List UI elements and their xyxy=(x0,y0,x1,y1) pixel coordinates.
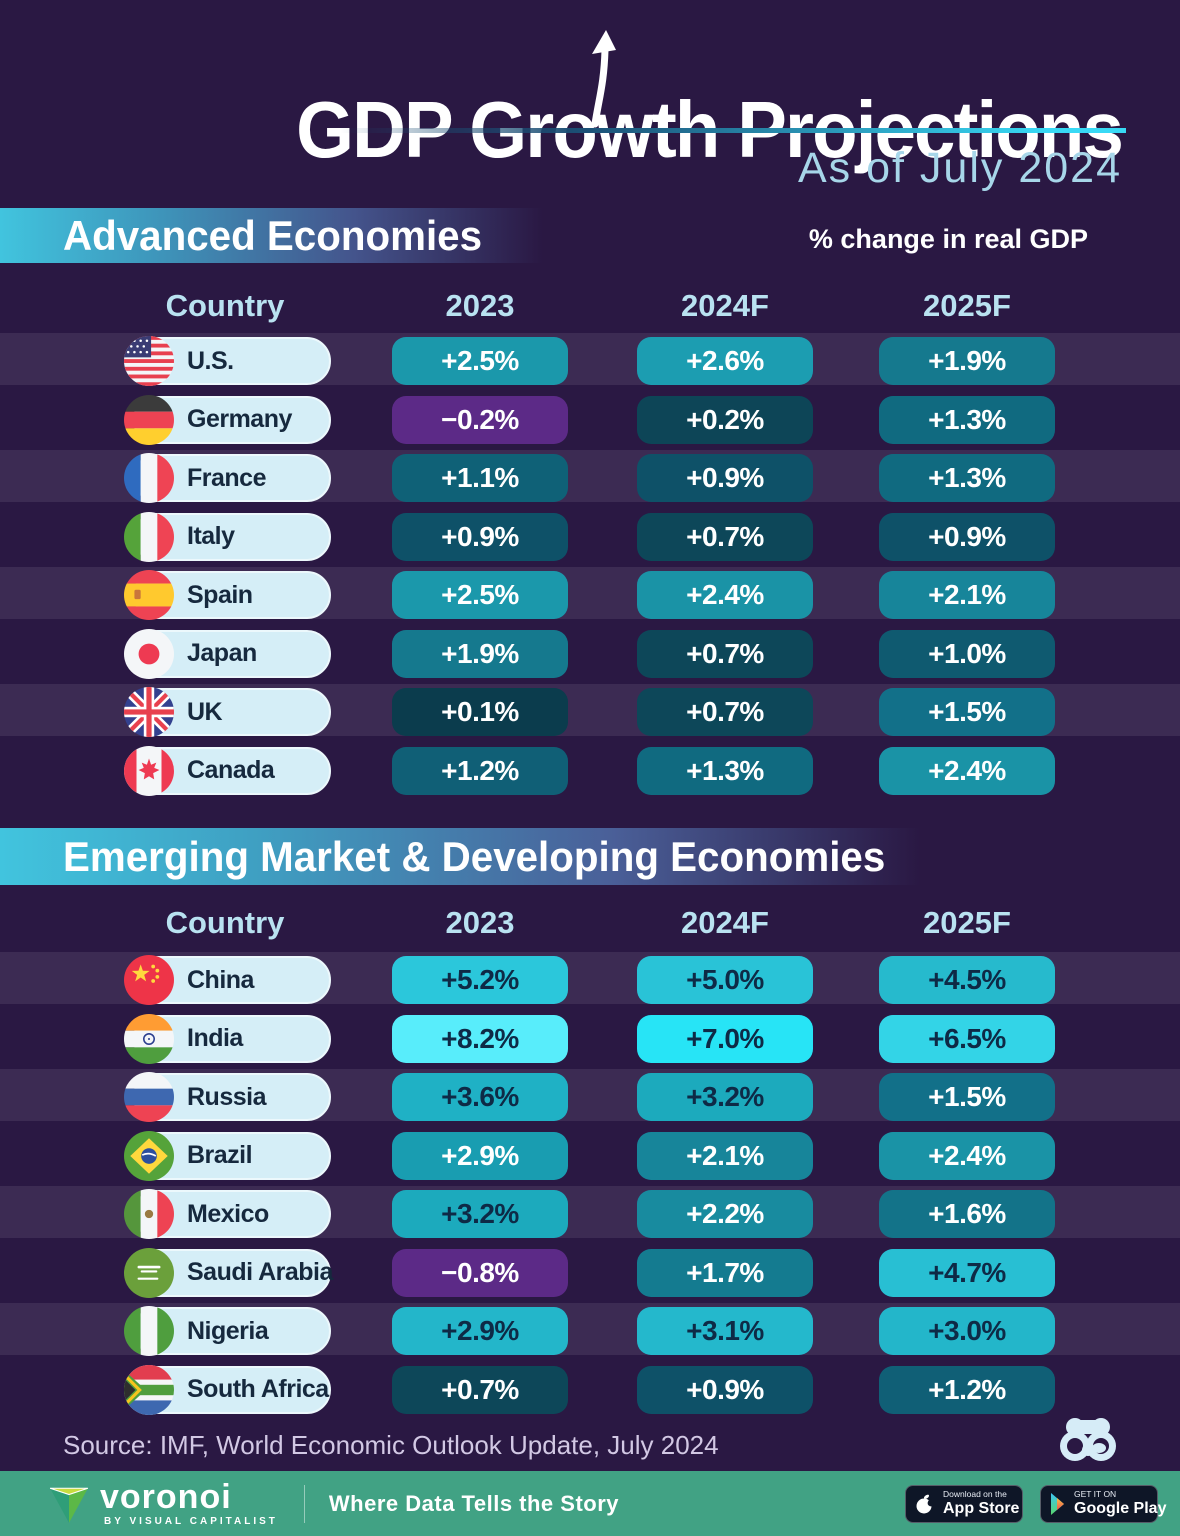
value-pill: +2.4% xyxy=(637,571,813,619)
value-pill: +1.1% xyxy=(392,454,568,502)
ng-flag-icon xyxy=(124,1306,174,1356)
value-pill: +2.5% xyxy=(392,571,568,619)
column-header-2025f: 2025F xyxy=(923,905,1011,940)
google-play-badge[interactable]: GET IT ON Google Play xyxy=(1040,1484,1166,1523)
cn-flag-icon xyxy=(124,955,174,1005)
store-badges: Download on the App Store xyxy=(905,1484,1166,1523)
in-flag-icon xyxy=(124,1013,174,1064)
value-pill: +3.0% xyxy=(879,1307,1055,1355)
column-header-2023: 2023 xyxy=(445,905,515,940)
it-flag-icon xyxy=(124,511,174,562)
google-play-icon xyxy=(1051,1492,1064,1515)
value-pill: +3.2% xyxy=(392,1190,568,1238)
es-flag-icon xyxy=(124,570,174,620)
value-pill: +1.3% xyxy=(879,454,1055,502)
google-play-small-text: GET IT ON xyxy=(1074,1489,1117,1500)
voronoi-brand-name: voronoi xyxy=(100,1478,232,1516)
value-pill: +5.0% xyxy=(637,956,813,1004)
sa-flag-icon xyxy=(124,1247,174,1298)
value-pill: +2.4% xyxy=(879,746,1055,795)
value-pill: +1.7% xyxy=(637,1248,813,1297)
column-header-country: Country xyxy=(165,288,285,323)
value-pill: +1.5% xyxy=(879,1073,1055,1121)
value-pill: +7.0% xyxy=(637,1014,813,1063)
value-pill: +1.9% xyxy=(879,337,1055,385)
visual-capitalist-logo-icon xyxy=(1060,1418,1116,1461)
app-store-badge[interactable]: Download on the App Store xyxy=(905,1484,1023,1523)
value-pill: +1.0% xyxy=(879,629,1055,678)
value-pill: +0.7% xyxy=(637,688,813,736)
value-pill: +4.5% xyxy=(879,956,1055,1004)
apple-icon xyxy=(916,1494,935,1513)
value-pill: +1.9% xyxy=(392,629,568,678)
page-subtitle: As of July 2024 xyxy=(797,144,1122,192)
value-pill: +0.2% xyxy=(637,395,813,444)
column-header-country: Country xyxy=(165,905,285,940)
value-pill: +0.9% xyxy=(637,454,813,502)
br-flag-icon xyxy=(124,1130,174,1181)
value-pill: +8.2% xyxy=(392,1014,568,1063)
value-pill: +0.7% xyxy=(392,1365,568,1414)
value-pill: +0.1% xyxy=(392,688,568,736)
value-pill: +5.2% xyxy=(392,956,568,1004)
value-pill: +1.3% xyxy=(637,746,813,795)
country-label: Italy xyxy=(133,512,331,561)
value-pill: +1.2% xyxy=(392,746,568,795)
de-flag-icon xyxy=(124,394,174,445)
value-pill: +2.6% xyxy=(637,337,813,385)
title-underline xyxy=(340,128,1126,133)
source-note: Source: IMF, World Economic Outlook Upda… xyxy=(63,1430,719,1460)
value-pill: +2.4% xyxy=(879,1131,1055,1180)
voronoi-logo-icon xyxy=(49,1487,89,1523)
value-pill: +3.2% xyxy=(637,1073,813,1121)
column-header-2024f: 2024F xyxy=(681,905,769,940)
footer-divider xyxy=(303,1484,305,1523)
uk-flag-icon xyxy=(124,687,174,737)
value-pill: +2.2% xyxy=(637,1190,813,1238)
app-store-small-text: Download on the xyxy=(943,1489,1007,1500)
mx-flag-icon xyxy=(124,1189,174,1239)
value-pill: +2.5% xyxy=(392,337,568,385)
column-header-2024f: 2024F xyxy=(681,288,769,323)
column-header-2025f: 2025F xyxy=(923,288,1011,323)
growth-arrow-icon xyxy=(591,30,616,128)
value-pill: +4.7% xyxy=(879,1248,1055,1297)
value-pill: +2.9% xyxy=(392,1307,568,1355)
ca-flag-icon xyxy=(124,745,174,796)
footer-bar: voronoi BY VISUAL CAPITALIST Where Data … xyxy=(0,1471,1180,1536)
voronoi-brand: voronoi BY VISUAL CAPITALIST xyxy=(100,1480,278,1527)
footer-tagline: Where Data Tells the Story xyxy=(328,1490,620,1516)
value-pill: +0.7% xyxy=(637,512,813,561)
us-flag-icon xyxy=(124,336,174,386)
value-pill: +0.9% xyxy=(392,512,568,561)
google-play-big-text: Google Play xyxy=(1074,1499,1167,1517)
section-bar-advanced: Advanced Economies xyxy=(0,208,1180,263)
section-bar-emerging: Emerging Market & Developing Economies xyxy=(0,828,1180,885)
value-pill: +1.6% xyxy=(879,1190,1055,1238)
value-pill: +0.9% xyxy=(879,512,1055,561)
voronoi-brand-sub: BY VISUAL CAPITALIST xyxy=(104,1516,278,1527)
ru-flag-icon xyxy=(124,1072,174,1122)
value-pill: +0.7% xyxy=(637,629,813,678)
value-pill: +2.1% xyxy=(879,571,1055,619)
value-pill: +1.5% xyxy=(879,688,1055,736)
value-pill: +3.6% xyxy=(392,1073,568,1121)
value-pill: +2.1% xyxy=(637,1131,813,1180)
section-title-emerging: Emerging Market & Developing Economies xyxy=(63,832,886,880)
value-pill: +3.1% xyxy=(637,1307,813,1355)
column-header-2023: 2023 xyxy=(445,288,515,323)
value-pill: +1.2% xyxy=(879,1365,1055,1414)
app-store-big-text: App Store xyxy=(943,1499,1020,1517)
value-pill: +0.9% xyxy=(637,1365,813,1414)
value-pill: +6.5% xyxy=(879,1014,1055,1063)
value-pill: −0.2% xyxy=(392,395,568,444)
fr-flag-icon xyxy=(124,453,174,503)
za-flag-icon xyxy=(124,1364,174,1415)
jp-flag-icon xyxy=(124,628,174,679)
value-pill: +2.9% xyxy=(392,1131,568,1180)
value-pill: −0.8% xyxy=(392,1248,568,1297)
value-pill: +1.3% xyxy=(879,395,1055,444)
section-title-advanced: Advanced Economies xyxy=(63,211,483,259)
